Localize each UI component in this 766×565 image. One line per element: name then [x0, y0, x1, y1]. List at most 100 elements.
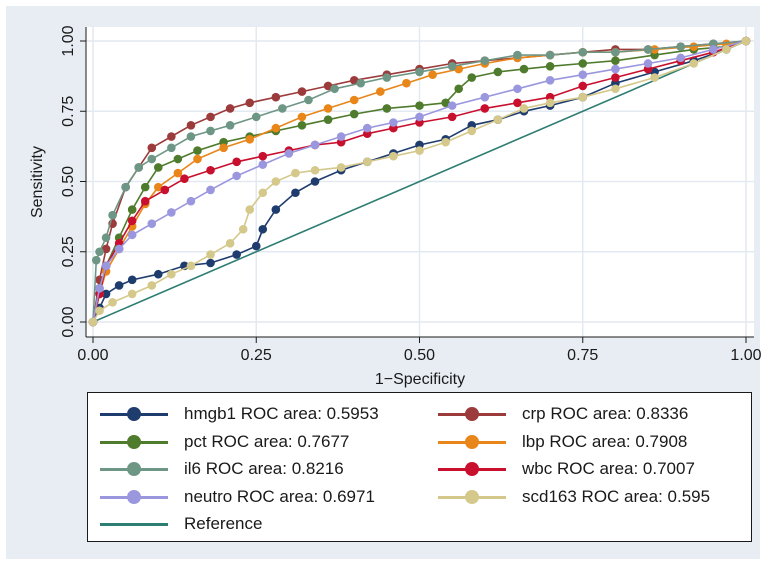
series-point	[193, 146, 202, 155]
legend-label: lbp ROC area: 0.7908	[522, 431, 688, 451]
series-point	[323, 115, 333, 124]
series-point	[611, 84, 620, 94]
series-point	[232, 171, 241, 181]
legend-marker	[465, 462, 479, 476]
legend-symbol	[438, 407, 506, 421]
series-point	[173, 154, 183, 164]
series-point	[415, 146, 424, 155]
series-point	[415, 67, 424, 77]
legend-item: il6 ROC area: 0.8216	[100, 456, 344, 482]
series-point	[376, 87, 385, 96]
series-point	[206, 165, 215, 175]
x-tick-label: 0.75	[567, 347, 598, 364]
y-tick-label: 0.75	[60, 96, 77, 127]
series-point	[297, 87, 307, 96]
series-point	[467, 126, 477, 136]
series-point	[88, 317, 98, 327]
series-point	[545, 61, 555, 71]
legend-line	[100, 523, 168, 526]
series-point	[245, 135, 255, 144]
series-point	[219, 143, 228, 153]
legend-symbol	[100, 434, 168, 449]
legend-item: crp ROC area: 0.8336	[438, 401, 688, 427]
series-point	[578, 59, 588, 68]
series-point	[454, 84, 463, 94]
series-point	[330, 84, 339, 94]
series-point	[304, 95, 313, 105]
series-point	[310, 140, 320, 150]
series-point	[186, 121, 196, 130]
series-point	[271, 205, 281, 214]
series-point	[186, 261, 196, 271]
series-point	[154, 182, 163, 192]
series-point	[382, 104, 392, 113]
legend-label: neutro ROC area: 0.6971	[184, 486, 375, 506]
legend-item: Reference	[100, 511, 262, 537]
series-point	[101, 261, 111, 271]
legend-item: pct ROC area: 0.7677	[100, 429, 349, 455]
series-point	[114, 281, 124, 290]
series-point	[271, 123, 281, 133]
series-point	[206, 185, 215, 195]
y-tick-label: 0.25	[60, 236, 77, 267]
series-point	[611, 47, 620, 57]
series-point	[578, 70, 588, 80]
series-point	[349, 95, 359, 105]
series-point	[545, 50, 555, 60]
series-point	[709, 45, 718, 54]
series-point	[258, 224, 268, 234]
series-point	[91, 255, 101, 265]
series-point	[349, 76, 359, 85]
legend-symbol	[100, 462, 168, 476]
reference-layer	[92, 40, 747, 323]
series-point	[108, 210, 117, 220]
series-point	[643, 59, 653, 68]
y-tick-label: 0.50	[60, 166, 77, 197]
legend-marker	[465, 407, 479, 421]
series-point	[611, 73, 620, 82]
series-point	[245, 205, 255, 214]
series-point	[186, 196, 196, 206]
y-tick-label: 0.00	[60, 306, 77, 337]
series-point	[186, 132, 196, 141]
series-point	[101, 244, 111, 254]
series-point	[232, 250, 241, 259]
series-point	[297, 121, 307, 130]
series-point	[611, 64, 620, 74]
series-point	[225, 104, 235, 113]
series-point	[382, 73, 392, 82]
legend-marker	[465, 434, 479, 449]
series-point	[167, 143, 176, 153]
series-point	[402, 78, 411, 88]
series-point	[258, 160, 268, 169]
series-point	[114, 244, 124, 254]
series-point	[447, 112, 457, 122]
legend-marker	[127, 489, 141, 504]
series-point	[127, 289, 137, 299]
series-point	[147, 143, 157, 153]
series-point	[454, 64, 463, 74]
series-point	[650, 73, 659, 82]
series-point	[349, 109, 359, 119]
series-point	[336, 163, 346, 172]
series-point	[101, 289, 111, 299]
series-point	[167, 132, 176, 141]
series-point	[362, 123, 372, 133]
series-point	[95, 247, 104, 257]
series-point	[193, 154, 202, 164]
series-point	[251, 112, 261, 122]
series-point	[147, 154, 157, 164]
series-point	[232, 157, 241, 167]
legend-symbol	[438, 489, 506, 504]
legend-marker	[127, 407, 141, 421]
series-point	[336, 132, 346, 141]
legend-label: hmgb1 ROC area: 0.5953	[184, 404, 379, 423]
series-point	[578, 81, 588, 91]
series-point	[513, 50, 522, 60]
series-point	[225, 121, 235, 130]
legend-label: wbc ROC area: 0.7007	[522, 459, 695, 478]
series-point	[127, 230, 137, 240]
series-point	[140, 196, 150, 206]
